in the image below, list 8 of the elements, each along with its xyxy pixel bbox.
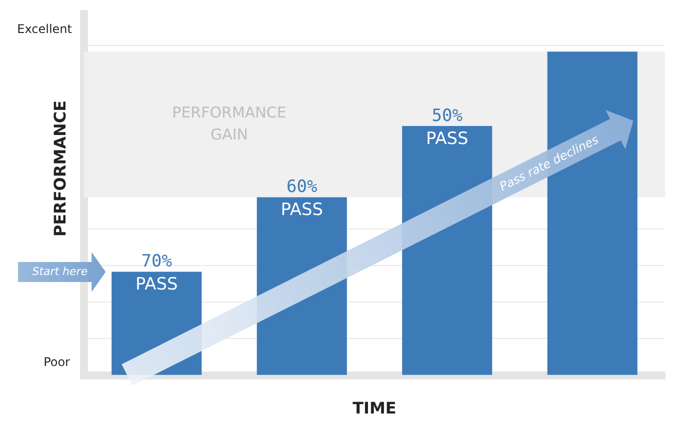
annotation: 70% PASS	[135, 252, 178, 295]
arrow: Start here	[18, 252, 106, 292]
text: Poor	[44, 355, 70, 370]
x-axis-title: TIME	[352, 398, 396, 418]
y-axis-title: PERFORMANCE	[50, 100, 70, 236]
annotation: 50% PASS	[426, 106, 468, 149]
text: Excellent	[17, 22, 72, 36]
annotation: 60% PASS	[280, 177, 324, 220]
